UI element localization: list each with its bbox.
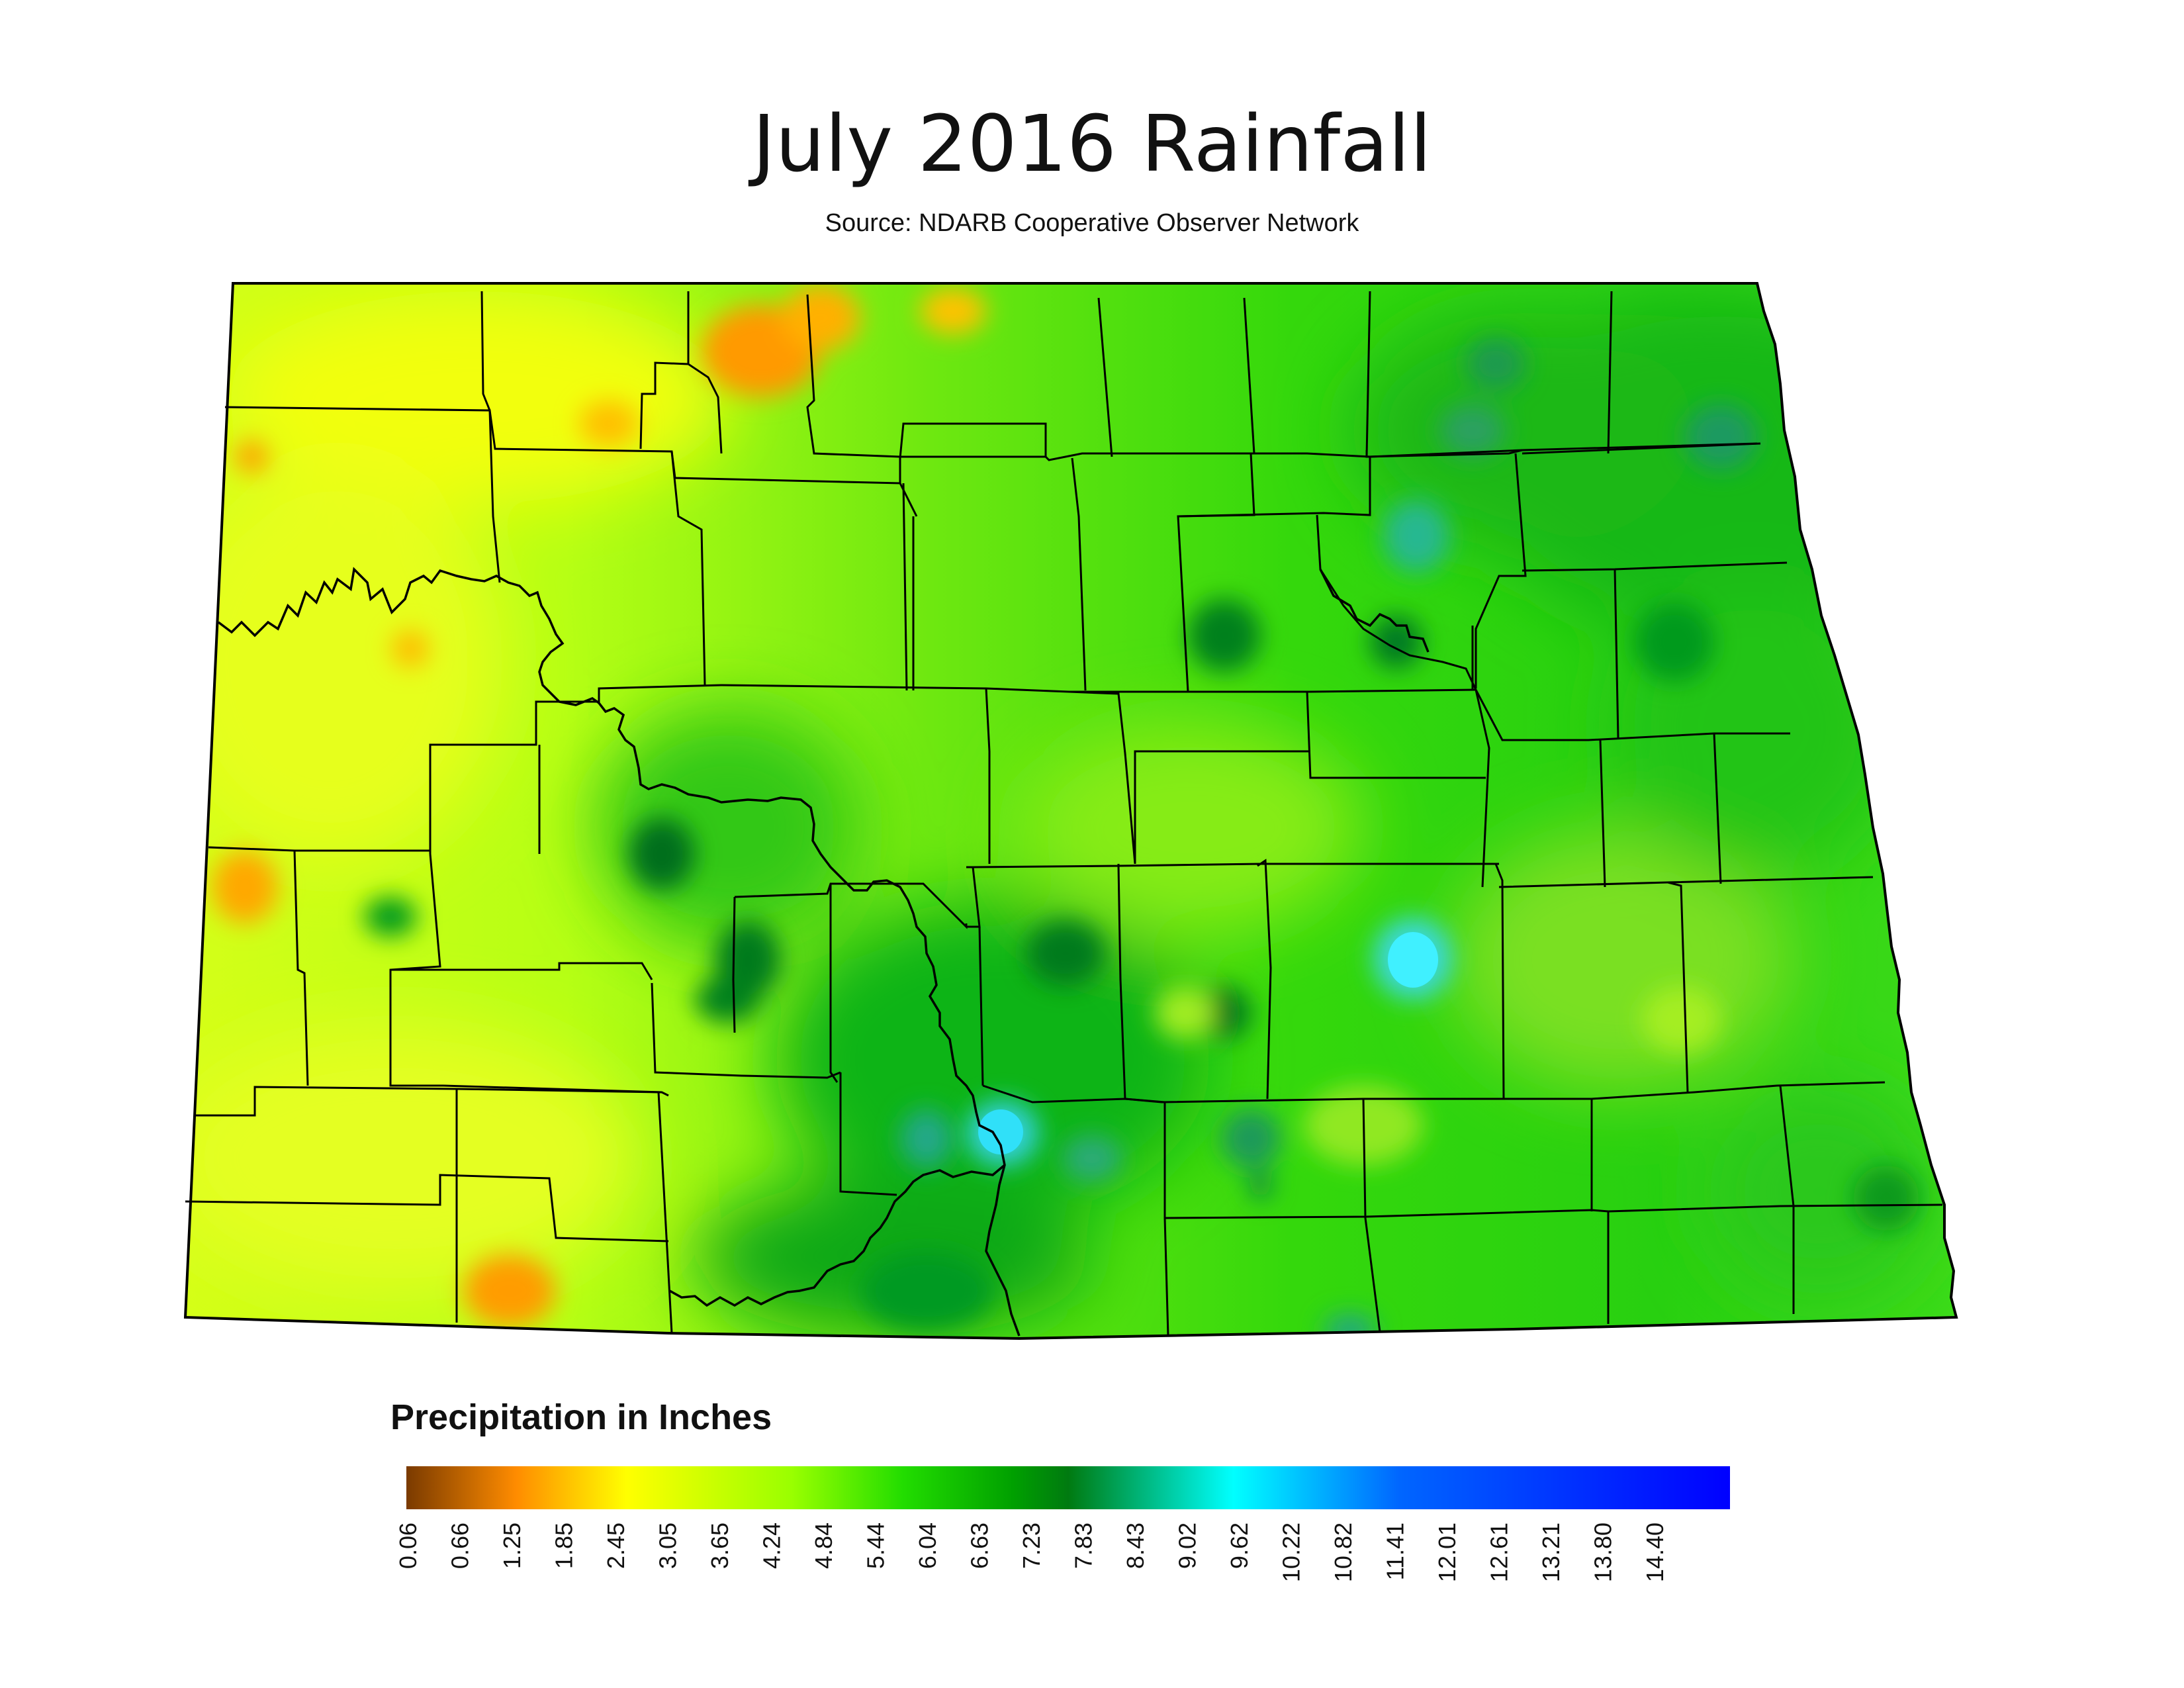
legend-tick-label: 6.04 <box>914 1523 941 1569</box>
legend-tick-label: 13.80 <box>1590 1523 1617 1582</box>
legend-tick-label: 2.45 <box>602 1523 629 1569</box>
legend-tick-label: 3.65 <box>706 1523 733 1569</box>
legend-tick-label: 13.21 <box>1537 1523 1565 1582</box>
rivers <box>217 567 1430 1336</box>
legend-tick-label: 9.62 <box>1226 1523 1253 1569</box>
legend-tick-label: 11.41 <box>1382 1523 1409 1580</box>
legend-tick-label: 1.85 <box>551 1523 578 1569</box>
legend-color-bar <box>406 1466 1730 1509</box>
legend-tick-label: 7.83 <box>1070 1523 1097 1569</box>
legend-tick-label: 4.24 <box>758 1523 786 1569</box>
legend-tick-label: 9.02 <box>1174 1523 1201 1569</box>
precipitation-field <box>185 283 1956 1338</box>
legend-tick-label: 3.05 <box>655 1523 682 1569</box>
legend-title: Precipitation in Inches <box>390 1397 772 1437</box>
legend-tick-label: 12.61 <box>1486 1523 1513 1582</box>
legend-tick-label: 0.06 <box>394 1523 422 1569</box>
high-rainfall-spots <box>966 917 1453 1166</box>
legend-tick-label: 6.63 <box>966 1523 993 1569</box>
legend-tick-label: 7.23 <box>1018 1523 1045 1569</box>
legend-tick-label: 12.01 <box>1433 1523 1461 1582</box>
map-subtitle: Source: NDARB Cooperative Observer Netwo… <box>825 209 1359 237</box>
county-boundaries <box>185 291 1943 1336</box>
map-title: July 2016 Rainfall <box>752 98 1432 189</box>
legend-tick-label: 1.25 <box>498 1523 525 1569</box>
legend-tick-label: 8.43 <box>1122 1523 1149 1569</box>
legend-tick-label: 10.82 <box>1330 1523 1357 1582</box>
legend-tick-label: 14.40 <box>1641 1523 1668 1582</box>
legend-tick-label: 5.44 <box>862 1523 889 1569</box>
legend-tick-label: 0.66 <box>447 1523 474 1569</box>
legend-tick-label: 10.22 <box>1278 1523 1305 1582</box>
legend-tick-label: 4.84 <box>810 1523 837 1569</box>
legend-tick-labels: 0.06 0.66 1.25 1.85 2.45 3.05 3.65 4.24 4.84 5.44… <box>394 1523 1668 1582</box>
